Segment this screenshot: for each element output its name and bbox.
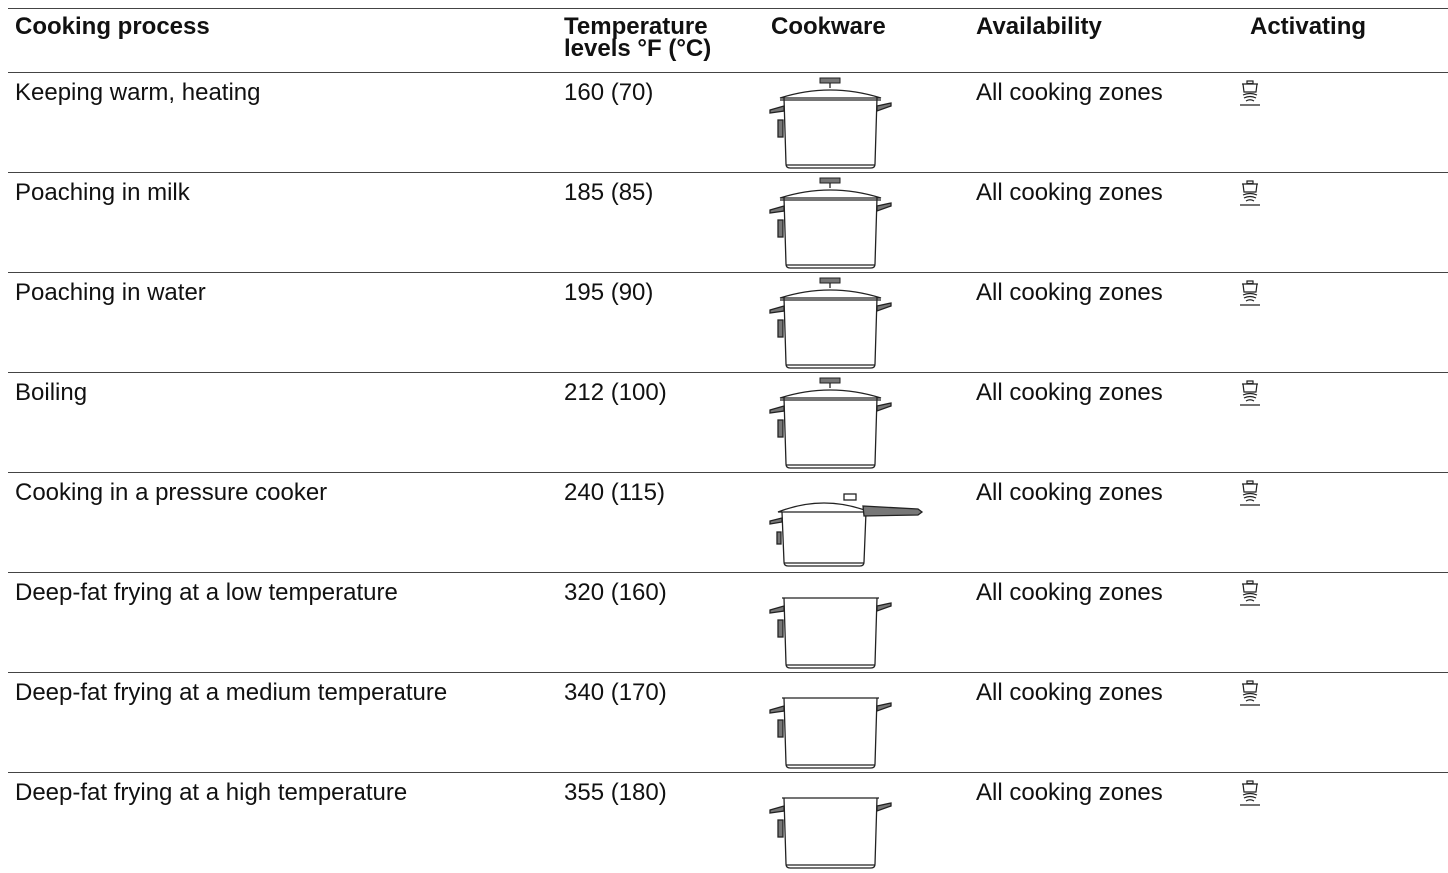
activating-icon bbox=[1239, 780, 1261, 806]
row-divider bbox=[8, 772, 1448, 773]
header-cell: Cooking process bbox=[15, 13, 210, 40]
table-cell: Poaching in water bbox=[15, 279, 206, 306]
header-cell: Temperature levels °F (°C) bbox=[564, 13, 712, 62]
table-cell: Cooking in a pressure cooker bbox=[15, 479, 328, 506]
activating-icon bbox=[1239, 180, 1261, 206]
row-divider bbox=[8, 8, 1448, 9]
cookware-icon bbox=[768, 776, 928, 872]
table-cell: Deep-fat frying at a high temperature bbox=[15, 779, 408, 806]
row-divider bbox=[8, 472, 1448, 473]
header-cell: Cookware bbox=[771, 13, 886, 40]
table-cell: Boiling bbox=[15, 379, 88, 406]
activating-icon bbox=[1239, 380, 1261, 406]
cookware-icon bbox=[768, 176, 928, 272]
activating-icon bbox=[1239, 680, 1261, 706]
row-divider bbox=[8, 372, 1448, 373]
table-cell: 355 (180) bbox=[564, 779, 667, 806]
table-cell: 160 (70) bbox=[564, 79, 654, 106]
row-divider bbox=[8, 272, 1448, 273]
table-cell: Deep-fat frying at a low temperature bbox=[15, 579, 398, 606]
cookware-icon bbox=[768, 376, 928, 472]
activating-icon bbox=[1239, 280, 1261, 306]
table-cell: 320 (160) bbox=[564, 579, 667, 606]
table-cell: All cooking zones bbox=[976, 179, 1163, 206]
table-cell: All cooking zones bbox=[976, 379, 1163, 406]
row-divider bbox=[8, 672, 1448, 673]
activating-icon bbox=[1239, 80, 1261, 106]
row-divider bbox=[8, 172, 1448, 173]
header-cell: Activating bbox=[1250, 13, 1367, 40]
activating-icon bbox=[1239, 580, 1261, 606]
table-cell: All cooking zones bbox=[976, 679, 1163, 706]
cookware-icon bbox=[768, 276, 928, 372]
header-cell: Availability bbox=[976, 13, 1102, 40]
table-cell: 340 (170) bbox=[564, 679, 667, 706]
table-cell: All cooking zones bbox=[976, 79, 1163, 106]
table-cell: 195 (90) bbox=[564, 279, 654, 306]
table-cell: All cooking zones bbox=[976, 479, 1163, 506]
table-cell: All cooking zones bbox=[976, 579, 1163, 606]
activating-icon bbox=[1239, 480, 1261, 506]
table-cell: Poaching in milk bbox=[15, 179, 190, 206]
cookware-icon bbox=[769, 493, 923, 567]
cookware-icon bbox=[768, 676, 928, 772]
table-cell: Deep-fat frying at a medium temperature bbox=[15, 679, 448, 706]
cookware-icon bbox=[768, 576, 928, 672]
table-cell: Keeping warm, heating bbox=[15, 79, 261, 106]
table-cell: 185 (85) bbox=[564, 179, 654, 206]
row-divider bbox=[8, 572, 1448, 573]
row-divider bbox=[8, 72, 1448, 73]
table-cell: All cooking zones bbox=[976, 279, 1163, 306]
table-cell: All cooking zones bbox=[976, 779, 1163, 806]
table-cell: 240 (115) bbox=[564, 479, 665, 506]
cookware-icon bbox=[768, 76, 928, 172]
table-cell: 212 (100) bbox=[564, 379, 667, 406]
